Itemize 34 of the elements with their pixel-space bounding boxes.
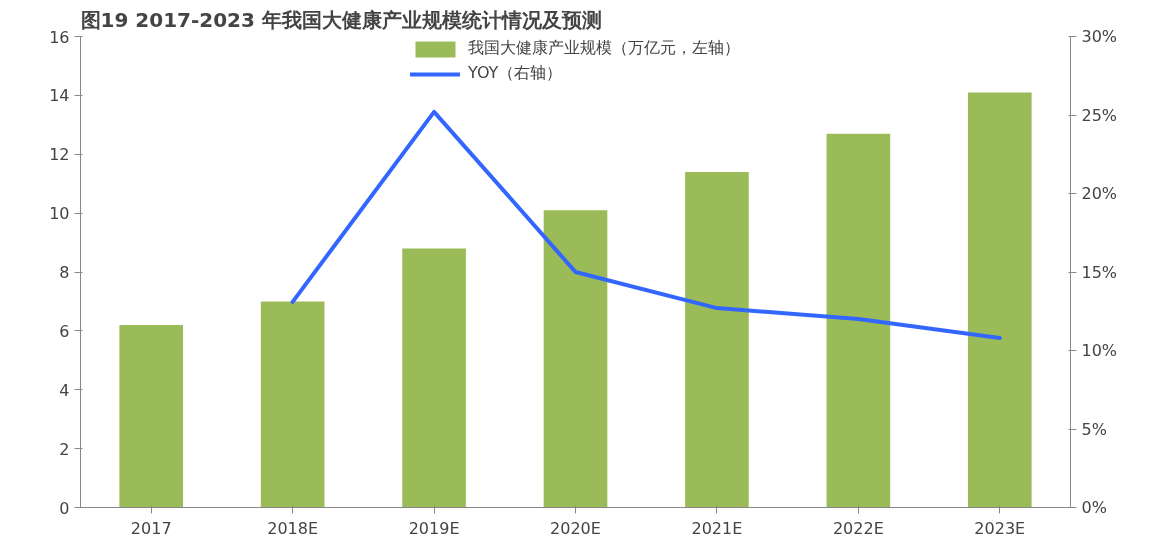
- x-tick-label: 2018E: [267, 518, 319, 538]
- line-series: [290, 109, 1002, 340]
- y-tick-label: 2: [59, 439, 70, 459]
- y-tick-label: 0: [59, 498, 70, 518]
- x-tick-label: 2019E: [408, 518, 460, 538]
- y-tick-label: 16: [49, 27, 70, 47]
- y-tick-label: 4: [59, 380, 70, 400]
- y2-tick-label: 5%: [1081, 419, 1107, 439]
- y2-tick-label: 20%: [1081, 184, 1118, 203]
- bar: [826, 133, 891, 508]
- y2-tick-label: 10%: [1081, 341, 1118, 360]
- y2-tick-label: 25%: [1081, 105, 1118, 125]
- y-tick-label: 14: [49, 86, 70, 106]
- x-tick-label: 2017: [130, 518, 172, 538]
- y-tick-label: 12: [49, 145, 70, 165]
- x-tick-label: 2022E: [832, 518, 884, 538]
- y-tick-label: 10: [49, 204, 70, 224]
- y-tick-label: 6: [59, 321, 70, 341]
- legend-label: 我国大健康产业规模（万亿元，左轴）: [468, 38, 740, 59]
- chart-title: 图19 2017-2023 年我国大健康产业规模统计情况及预测: [80, 7, 602, 32]
- y2-tick-label: 15%: [1081, 262, 1118, 282]
- bar: [119, 324, 184, 508]
- x-tick-label: 2021E: [691, 518, 743, 538]
- y2-tick-label: 0%: [1081, 498, 1107, 517]
- bar: [685, 171, 749, 508]
- bar: [260, 301, 325, 508]
- y2-tick-label: 30%: [1081, 27, 1118, 46]
- legend-label: YOY（右轴）: [468, 63, 563, 84]
- x-tick-label: 2023E: [974, 518, 1026, 538]
- x-tick-label: 2020E: [550, 518, 601, 538]
- bar: [967, 92, 1032, 508]
- y-tick-label: 8: [59, 263, 70, 282]
- bar: [543, 210, 608, 508]
- bar: [402, 248, 466, 508]
